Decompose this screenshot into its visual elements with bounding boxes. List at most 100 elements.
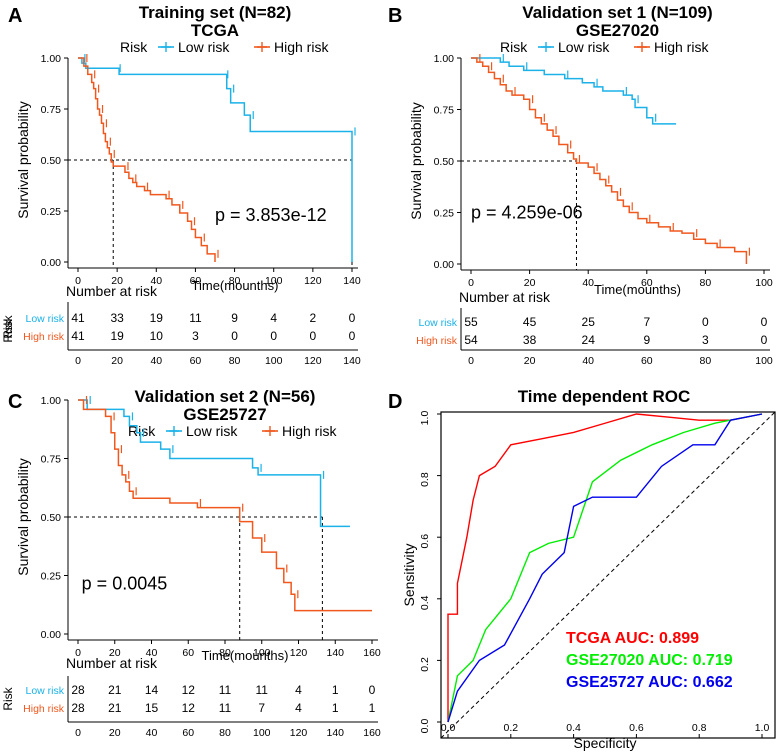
x-tick-label: 40 — [582, 277, 594, 289]
y-tick-label: 0.6 — [419, 534, 431, 549]
risk-count-high: 54 — [464, 333, 478, 347]
risk-count-low: 12 — [182, 683, 196, 697]
x-tick-label: 20 — [524, 277, 536, 289]
risk-time-label: 100 — [253, 727, 271, 739]
legend-marker-low — [169, 426, 179, 436]
y-tick-label: 0.00 — [41, 629, 62, 641]
risk-count-low: 0 — [369, 683, 376, 697]
y-tick-label: 0.75 — [434, 105, 455, 117]
x-tick-label: 0.0 — [441, 722, 456, 734]
risk-time-label: 160 — [363, 727, 381, 739]
roc-curve-0 — [447, 413, 763, 722]
risk-count-high: 28 — [71, 701, 85, 715]
risk-time-label: 80 — [219, 727, 231, 739]
risk-count-low: 9 — [231, 311, 238, 325]
risk-count-high: 1 — [369, 701, 376, 715]
risk-time-label: 120 — [290, 727, 308, 739]
x-tick-label: 100 — [265, 275, 283, 287]
y-axis-label: Survival probability — [15, 101, 31, 219]
risk-count-low: 41 — [71, 311, 85, 325]
x-axis-label: Specificity — [573, 735, 636, 751]
risk-count-low: 33 — [110, 311, 124, 325]
legend-label-high: High risk — [654, 39, 709, 55]
x-tick-label: 120 — [304, 275, 322, 287]
x-tick-label: 120 — [290, 647, 308, 659]
risk-time-label: 40 — [582, 355, 594, 367]
diagonal-reference — [440, 411, 776, 739]
auc-label: TCGA AUC: 0.899 — [566, 630, 699, 647]
risk-time-label: 60 — [190, 355, 202, 367]
risk-count-low: 45 — [523, 315, 537, 329]
risk-count-high: 21 — [108, 701, 122, 715]
risk-time-label: 20 — [109, 727, 121, 739]
roc-curve-2 — [447, 413, 763, 723]
risk-table-heading: Number at risk — [66, 655, 158, 671]
y-tick-label: 0.75 — [41, 104, 62, 116]
y-axis-label: Survival probability — [408, 102, 424, 220]
x-axis-label: Time(mounths) — [192, 278, 279, 293]
legend-label-high: High risk — [282, 423, 337, 439]
risk-time-label: 20 — [524, 355, 536, 367]
x-tick-label: 100 — [755, 277, 773, 289]
legend-title: Risk — [500, 39, 528, 55]
y-tick-label: 0.25 — [41, 206, 62, 218]
risk-count-high: 0 — [349, 329, 356, 343]
legend-marker-high — [257, 42, 267, 52]
risk-count-high: 0 — [761, 333, 768, 347]
legend-marker-high — [265, 426, 275, 436]
y-tick-label: 0.4 — [419, 595, 431, 610]
risk-count-low: 1 — [332, 683, 339, 697]
x-tick-label: 0.2 — [503, 722, 518, 734]
risk-time-label: 140 — [343, 355, 361, 367]
risk-axis-label: Risk — [1, 686, 15, 710]
chart-subtitle: TCGA — [191, 21, 239, 40]
risk-table-heading: Number at risk — [66, 283, 158, 299]
chart-title: Validation set 2 (N=56) — [135, 387, 316, 406]
x-tick-label: 1.0 — [755, 722, 770, 734]
x-tick-label: 0 — [75, 647, 81, 659]
risk-count-low: 25 — [582, 315, 596, 329]
y-tick-label: 1.00 — [41, 53, 62, 65]
risk-count-low: 11 — [219, 683, 232, 697]
y-tick-label: 0.50 — [41, 512, 62, 524]
x-tick-label: 160 — [363, 647, 381, 659]
x-tick-label: 140 — [326, 647, 344, 659]
x-tick-label: 80 — [229, 275, 241, 287]
high-risk-curve — [471, 57, 748, 264]
y-tick-label: 0.50 — [41, 155, 62, 167]
risk-row-label-high: High risk — [23, 703, 65, 715]
chart-subtitle: GSE27020 — [576, 21, 659, 40]
legend-label-low: Low risk — [178, 39, 230, 55]
y-tick-label: 0.2 — [419, 657, 431, 672]
risk-count-high: 24 — [582, 333, 596, 347]
risk-count-high: 7 — [258, 701, 265, 715]
risk-row-label-low: Low risk — [418, 317, 457, 329]
risk-time-label: 20 — [111, 355, 123, 367]
risk-time-label: 40 — [146, 727, 158, 739]
risk-count-high: 3 — [702, 333, 709, 347]
x-tick-label: 0.8 — [692, 722, 707, 734]
risk-time-label: 0 — [468, 355, 474, 367]
risk-time-label: 0 — [75, 727, 81, 739]
risk-time-label: 0 — [75, 355, 81, 367]
risk-table-heading: Number at risk — [459, 289, 551, 305]
x-axis-label: Time(mounths) — [202, 648, 289, 663]
risk-count-high: 4 — [295, 701, 302, 715]
risk-count-low: 0 — [761, 315, 768, 329]
risk-count-high: 0 — [270, 329, 277, 343]
x-tick-label: 0 — [75, 275, 81, 287]
risk-count-high: 1 — [332, 701, 339, 715]
x-tick-label: 80 — [700, 277, 712, 289]
risk-count-high: 3 — [192, 329, 199, 343]
legend-marker-high — [637, 42, 647, 52]
risk-count-low: 55 — [464, 315, 478, 329]
x-tick-label: 40 — [150, 275, 162, 287]
chart-title: Validation set 1 (N=109) — [522, 3, 712, 22]
y-tick-label: 0.00 — [434, 259, 455, 271]
risk-count-low: 21 — [108, 683, 122, 697]
risk-count-low: 28 — [71, 683, 85, 697]
risk-count-low: 2 — [310, 311, 317, 325]
legend-label-high: High risk — [274, 39, 329, 55]
x-tick-label: 0.6 — [629, 722, 644, 734]
